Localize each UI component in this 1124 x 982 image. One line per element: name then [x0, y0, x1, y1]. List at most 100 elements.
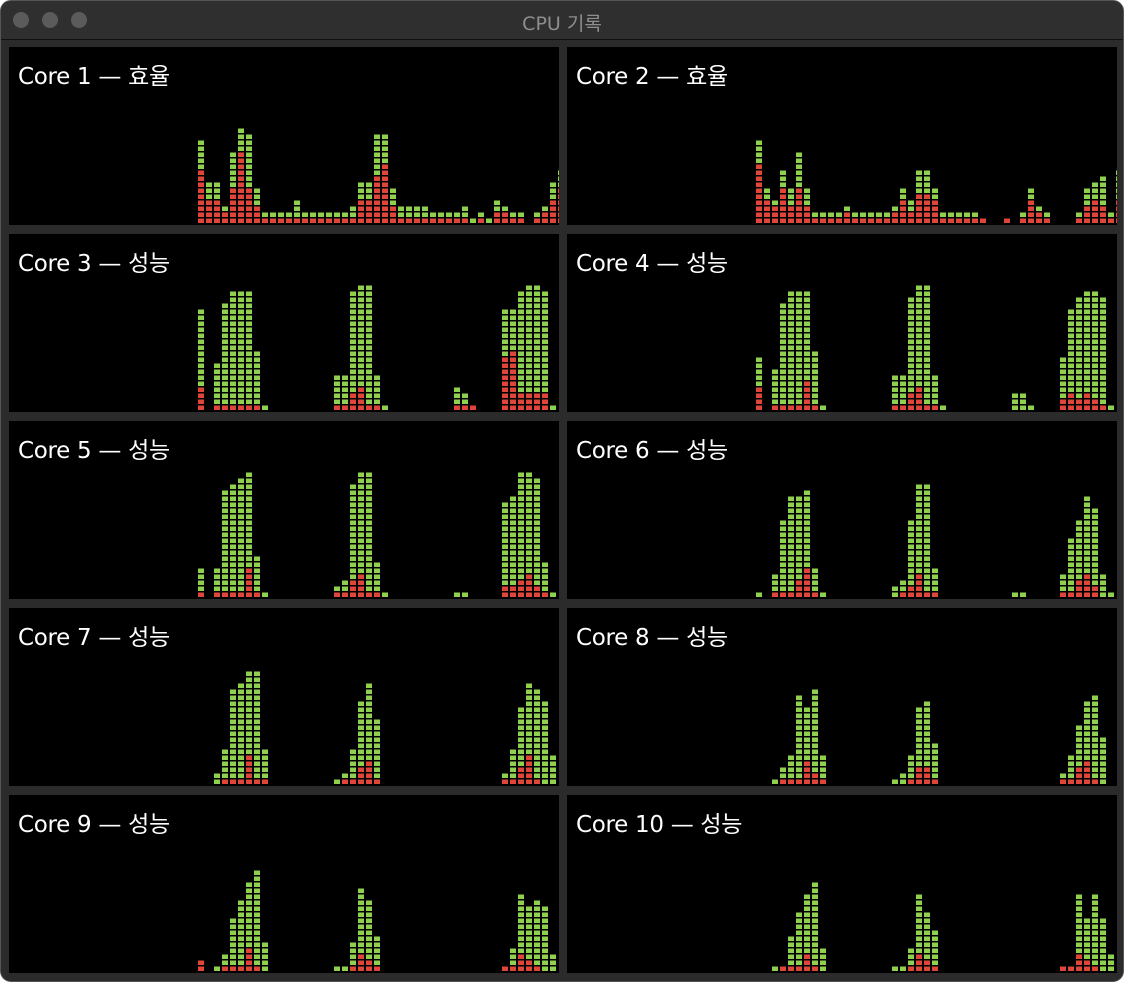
user-load-cell — [932, 761, 938, 766]
user-load-cell — [366, 472, 372, 477]
user-load-cell — [1068, 580, 1074, 585]
user-load-cell — [924, 556, 930, 561]
system-load-cell — [1084, 212, 1090, 217]
system-load-cell — [502, 375, 508, 380]
user-load-cell — [518, 737, 524, 742]
user-load-cell — [1100, 924, 1106, 929]
system-load-cell — [892, 405, 898, 410]
close-button[interactable] — [13, 12, 29, 28]
user-load-cell — [924, 707, 930, 712]
user-load-cell — [924, 393, 930, 398]
user-load-cell — [796, 375, 802, 380]
system-load-cell — [1060, 405, 1066, 410]
user-load-cell — [342, 387, 348, 392]
user-load-cell — [238, 321, 244, 326]
user-load-cell — [374, 719, 380, 724]
user-load-cell — [812, 755, 818, 760]
system-load-cell — [1076, 586, 1082, 591]
user-load-cell — [502, 502, 508, 507]
user-load-cell — [804, 743, 810, 748]
user-load-cell — [366, 707, 372, 712]
user-load-cell — [908, 526, 914, 531]
system-load-cell — [502, 592, 508, 597]
user-load-cell — [518, 713, 524, 718]
user-load-cell — [924, 737, 930, 742]
user-load-cell — [542, 924, 548, 929]
user-load-cell — [374, 393, 380, 398]
user-load-cell — [1084, 942, 1090, 947]
user-load-cell — [502, 333, 508, 338]
user-load-cell — [1060, 381, 1066, 386]
user-load-cell — [534, 954, 540, 959]
user-load-cell — [342, 580, 348, 585]
user-load-cell — [358, 520, 364, 525]
zoom-button[interactable] — [71, 12, 87, 28]
user-load-cell — [788, 514, 794, 519]
user-load-cell — [812, 707, 818, 712]
user-load-cell — [518, 924, 524, 929]
system-load-cell — [374, 206, 380, 211]
user-load-cell — [812, 393, 818, 398]
user-load-cell — [812, 713, 818, 718]
user-load-cell — [788, 363, 794, 368]
user-load-cell — [238, 387, 244, 392]
minimize-button[interactable] — [42, 12, 58, 28]
system-load-cell — [1084, 574, 1090, 579]
user-load-cell — [1100, 309, 1106, 314]
user-load-cell — [230, 152, 236, 157]
system-load-cell — [916, 206, 922, 211]
system-load-cell — [230, 779, 236, 784]
user-load-cell — [526, 303, 532, 308]
user-load-cell — [820, 592, 826, 597]
user-load-cell — [1076, 526, 1082, 531]
user-load-cell — [756, 146, 762, 151]
user-load-cell — [526, 550, 532, 555]
system-load-cell — [206, 218, 212, 223]
user-load-cell — [1092, 773, 1098, 778]
user-load-cell — [366, 942, 372, 947]
user-load-cell — [358, 333, 364, 338]
user-load-cell — [366, 363, 372, 368]
user-load-cell — [254, 580, 260, 585]
user-load-cell — [908, 375, 914, 380]
user-load-cell — [916, 182, 922, 187]
system-load-cell — [1092, 212, 1098, 217]
user-load-cell — [374, 387, 380, 392]
user-load-cell — [510, 550, 516, 555]
user-load-cell — [366, 508, 372, 513]
user-load-cell — [820, 755, 826, 760]
user-load-cell — [230, 773, 236, 778]
user-load-cell — [502, 206, 508, 211]
system-load-cell — [1108, 218, 1114, 223]
system-load-cell — [526, 960, 532, 965]
system-load-cell — [510, 351, 516, 356]
user-load-cell — [270, 212, 276, 217]
user-load-cell — [214, 773, 220, 778]
user-load-cell — [518, 303, 524, 308]
user-load-cell — [198, 375, 204, 380]
user-load-cell — [892, 586, 898, 591]
user-load-cell — [246, 490, 252, 495]
user-load-cell — [374, 562, 380, 567]
user-load-cell — [812, 695, 818, 700]
system-load-cell — [246, 954, 252, 959]
user-load-cell — [804, 942, 810, 947]
user-load-cell — [526, 906, 532, 911]
user-load-cell — [462, 399, 468, 404]
user-load-cell — [1028, 405, 1034, 410]
user-load-cell — [788, 321, 794, 326]
user-load-cell — [230, 170, 236, 175]
user-load-cell — [230, 508, 236, 513]
system-load-cell — [924, 779, 930, 784]
user-load-cell — [796, 562, 802, 567]
system-load-cell — [198, 194, 204, 199]
system-load-cell — [916, 773, 922, 778]
system-load-cell — [358, 580, 364, 585]
system-load-cell — [1092, 966, 1098, 971]
system-load-cell — [454, 405, 460, 410]
system-load-cell — [526, 592, 532, 597]
user-load-cell — [510, 544, 516, 549]
user-load-cell — [238, 502, 244, 507]
system-load-cell — [382, 218, 388, 223]
user-load-cell — [812, 906, 818, 911]
